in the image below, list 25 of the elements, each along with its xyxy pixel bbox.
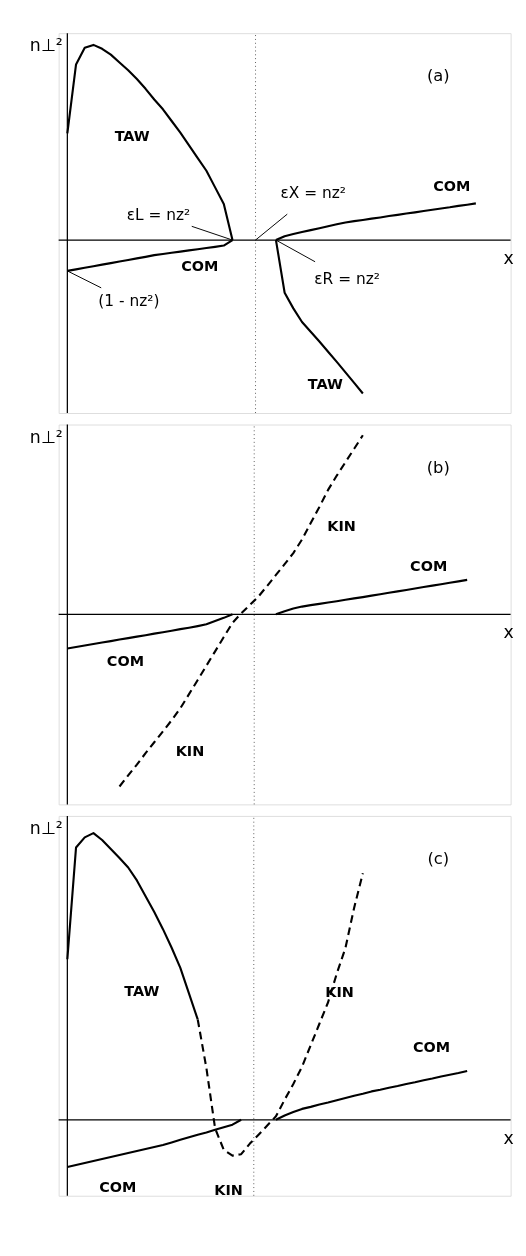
series-label: COM xyxy=(433,177,471,194)
annotation: εX = nz² xyxy=(280,183,346,202)
annotation: εL = nz² xyxy=(126,205,191,224)
text: KIN xyxy=(214,1182,243,1199)
annotation: εR = nz² xyxy=(314,270,380,289)
x-axis-title: x xyxy=(503,1127,514,1148)
text: (a) xyxy=(426,66,450,86)
text: (c) xyxy=(427,849,450,868)
series-label: COM xyxy=(99,1179,137,1196)
y-axis-title: n⊥² xyxy=(29,35,63,56)
series-label: TAW xyxy=(124,983,160,1000)
annotation: (1 - nz²) xyxy=(98,292,160,311)
series-label: KIN xyxy=(327,518,356,535)
series-label: COM xyxy=(181,258,219,275)
text: KIN xyxy=(175,743,205,760)
y-axis-title: n⊥² xyxy=(29,818,63,839)
series-label: TAW xyxy=(307,375,343,392)
series-label: COM xyxy=(410,558,448,575)
text: (b) xyxy=(426,457,450,477)
series-label: TAW xyxy=(114,128,150,145)
series-label: COM xyxy=(106,653,144,670)
x-axis-title: x xyxy=(503,248,514,269)
y-axis-title: n⊥² xyxy=(29,426,63,447)
x-axis-title: x xyxy=(503,622,514,643)
series-label: COM xyxy=(413,1038,451,1055)
